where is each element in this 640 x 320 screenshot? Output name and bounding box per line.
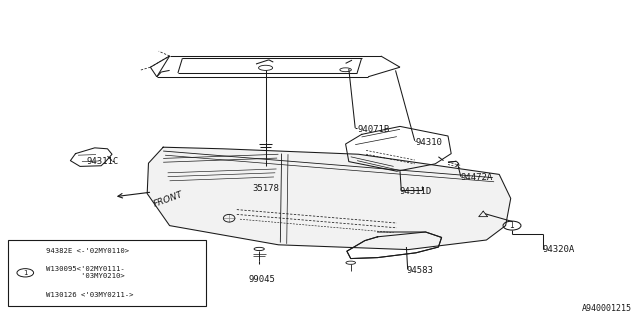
Text: 94311C: 94311C bbox=[86, 157, 118, 166]
Text: FRONT: FRONT bbox=[152, 189, 184, 209]
Text: W130126 <'03MY0211->: W130126 <'03MY0211-> bbox=[46, 292, 134, 298]
Text: W130095<'02MY0111-
        '03MY0210>: W130095<'02MY0111- '03MY0210> bbox=[46, 266, 125, 279]
Text: A940001215: A940001215 bbox=[582, 304, 632, 313]
Text: 94310: 94310 bbox=[416, 138, 443, 147]
Text: 94071B: 94071B bbox=[357, 125, 389, 134]
Polygon shape bbox=[147, 147, 511, 250]
Text: 99045: 99045 bbox=[249, 276, 276, 284]
Text: 1: 1 bbox=[23, 270, 28, 276]
Text: 94382E <-'02MY0110>: 94382E <-'02MY0110> bbox=[46, 248, 129, 254]
Text: 94583: 94583 bbox=[406, 266, 433, 275]
Text: 35178: 35178 bbox=[252, 184, 279, 193]
Text: 94311D: 94311D bbox=[400, 188, 432, 196]
Text: 1: 1 bbox=[509, 221, 515, 230]
Text: 94320A: 94320A bbox=[543, 245, 575, 254]
Text: 94472A: 94472A bbox=[461, 173, 493, 182]
Bar bbox=[8, 240, 206, 306]
